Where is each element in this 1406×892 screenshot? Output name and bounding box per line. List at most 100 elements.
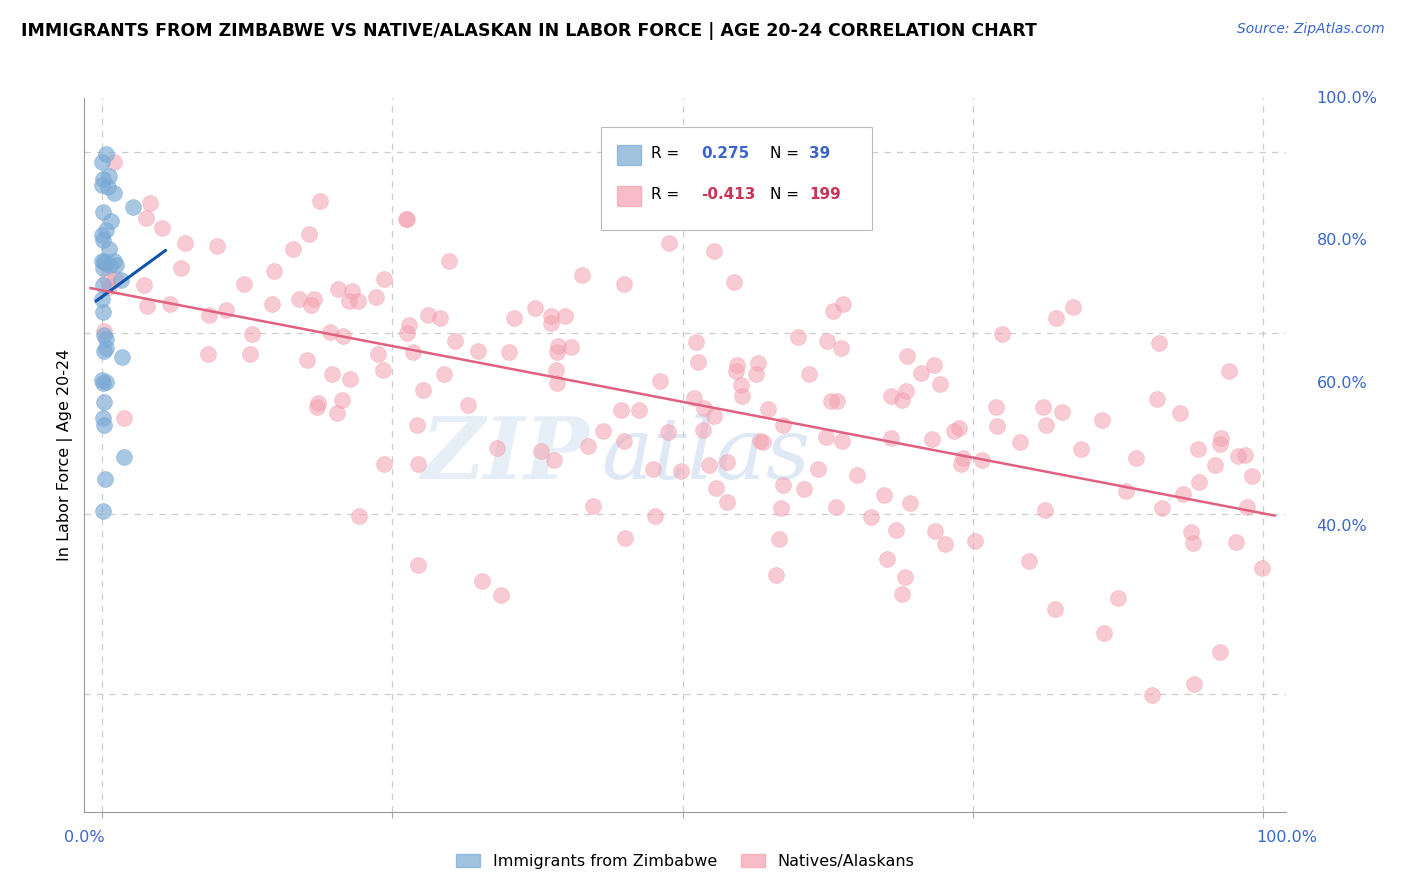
Point — [825, 500, 848, 514]
Point — [205, 239, 228, 253]
Point — [934, 536, 956, 550]
Point — [744, 367, 766, 381]
Text: ZIP: ZIP — [422, 413, 589, 497]
Point — [373, 457, 395, 471]
Point — [1226, 450, 1249, 464]
Point — [297, 352, 319, 367]
Point — [305, 400, 328, 414]
Point — [749, 434, 772, 449]
Point — [93, 343, 115, 358]
Point — [443, 334, 465, 348]
Point — [890, 587, 912, 601]
Point — [364, 290, 387, 304]
Point — [321, 367, 343, 381]
Text: atlas: atlas — [602, 414, 810, 496]
Point — [725, 358, 748, 372]
Point — [891, 392, 914, 407]
Point — [93, 205, 115, 219]
Point — [93, 472, 115, 486]
Point — [91, 171, 114, 186]
Point — [688, 355, 710, 369]
Point — [91, 305, 114, 319]
Point — [692, 423, 714, 437]
Point — [543, 453, 565, 467]
Point — [1209, 432, 1232, 446]
Bar — [617, 186, 641, 206]
Point — [394, 211, 416, 226]
Point — [91, 233, 114, 247]
Point — [571, 268, 593, 282]
Point — [401, 345, 423, 359]
Point — [730, 378, 752, 392]
Text: N =: N = — [769, 146, 799, 161]
Point — [1125, 451, 1147, 466]
Point — [1218, 363, 1240, 377]
Point — [503, 311, 526, 326]
Point — [412, 384, 434, 398]
Point — [898, 496, 921, 510]
Point — [122, 200, 145, 214]
Point — [94, 223, 117, 237]
Point — [1107, 591, 1129, 606]
Point — [921, 432, 943, 446]
Point — [821, 304, 844, 318]
Point — [1209, 645, 1232, 659]
Point — [704, 481, 727, 495]
Point — [319, 326, 342, 340]
Point — [104, 258, 127, 272]
Point — [924, 524, 946, 538]
Point — [756, 402, 779, 417]
Point — [1043, 601, 1066, 615]
Point — [970, 453, 993, 467]
Point — [1115, 484, 1137, 499]
Text: 0.0%: 0.0% — [65, 830, 104, 845]
Point — [174, 236, 197, 251]
Point — [1008, 435, 1031, 450]
Point — [768, 533, 790, 547]
Point — [94, 375, 117, 389]
Point — [96, 272, 118, 286]
Point — [576, 439, 599, 453]
Text: N =: N = — [769, 187, 799, 202]
Point — [876, 551, 898, 566]
Point — [93, 328, 115, 343]
Point — [97, 169, 120, 184]
Point — [332, 328, 354, 343]
Point — [613, 277, 636, 291]
Point — [697, 458, 720, 472]
Point — [91, 155, 114, 169]
Point — [991, 326, 1014, 341]
Point — [560, 340, 582, 354]
Point — [1032, 400, 1054, 414]
Point — [96, 341, 118, 355]
Point — [347, 293, 370, 308]
Point — [112, 450, 135, 464]
Point — [340, 284, 363, 298]
Point — [91, 254, 114, 268]
Point — [330, 392, 353, 407]
Point — [683, 392, 706, 406]
Text: -0.413: -0.413 — [702, 187, 755, 202]
Text: Source: ZipAtlas.com: Source: ZipAtlas.com — [1237, 22, 1385, 37]
Point — [1236, 500, 1258, 514]
Point — [814, 430, 837, 444]
Point — [467, 344, 489, 359]
Point — [326, 406, 349, 420]
Point — [942, 424, 965, 438]
Point — [406, 457, 429, 471]
Point — [135, 211, 157, 226]
Point — [91, 178, 114, 193]
Point — [100, 214, 122, 228]
Point — [90, 292, 112, 306]
Point — [831, 434, 853, 449]
Point — [91, 227, 114, 242]
Point — [952, 450, 974, 465]
Point — [198, 308, 221, 322]
Point — [262, 296, 284, 310]
Point — [1168, 406, 1191, 420]
Point — [97, 179, 120, 194]
Point — [592, 424, 614, 438]
Point — [832, 297, 855, 311]
Point — [650, 374, 672, 388]
Point — [347, 508, 370, 523]
